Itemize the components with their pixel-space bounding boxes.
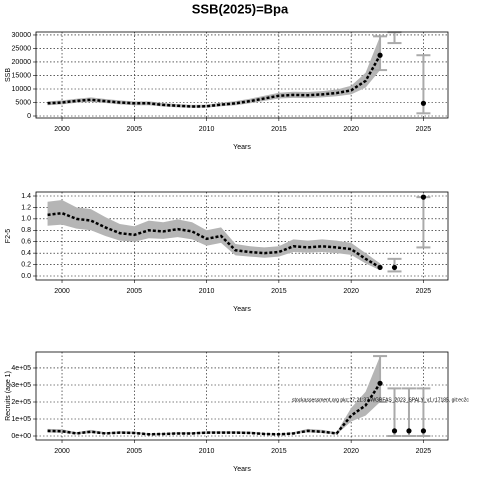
x-tick-label: 2010 — [199, 288, 215, 295]
point — [406, 428, 412, 434]
x-tick-label: 2015 — [271, 448, 287, 455]
y-tick-label: 0e+00 — [11, 433, 31, 440]
y-tick-label: 0.2 — [21, 261, 31, 268]
y-tick-label: 5000 — [15, 99, 31, 106]
x-axis-label: Years — [233, 306, 251, 313]
x-tick-label: 2000 — [54, 288, 70, 295]
confidence-band — [47, 36, 381, 108]
confidence-band — [47, 200, 381, 271]
y-tick-label: 15000 — [12, 72, 32, 79]
plot-frame — [35, 191, 449, 281]
point — [377, 380, 383, 386]
y-axis-label: SSB — [5, 68, 12, 82]
x-axis-label: Years — [233, 466, 251, 473]
x-axis-label: Years — [233, 144, 251, 151]
y-tick-label: 0.6 — [21, 239, 31, 246]
y-tick-label: 0 — [27, 113, 31, 120]
point — [377, 264, 383, 271]
y-tick-label: 1.4 — [21, 193, 31, 200]
x-tick-label: 2010 — [199, 126, 215, 133]
x-tick-label: 2000 — [54, 448, 70, 455]
point — [391, 264, 398, 271]
estimate-line — [47, 211, 381, 269]
y-tick-label: 1.2 — [21, 204, 31, 211]
y-tick-label: 30000 — [12, 32, 32, 39]
x-tick-label: 2010 — [199, 448, 215, 455]
x-tick-label: 2015 — [271, 126, 287, 133]
y-axis-label: F2-5 — [5, 229, 12, 244]
x-tick-label: 2005 — [127, 288, 143, 295]
y-tick-label: 1.0 — [21, 216, 31, 223]
estimate-line — [47, 382, 382, 436]
y-tick-label: 20000 — [12, 59, 32, 66]
x-tick-label: 2015 — [271, 288, 287, 295]
chart-title: SSB(2025)=Bpa — [192, 1, 289, 16]
x-tick-label: 2020 — [343, 288, 359, 295]
y-tick-label: 25000 — [12, 45, 32, 52]
x-tick-label: 2025 — [416, 448, 432, 455]
y-tick-label: 0.8 — [21, 227, 31, 234]
point — [391, 428, 398, 434]
y-axis-label: Recruits (age 1) — [5, 371, 12, 421]
plot-frame — [35, 351, 449, 441]
x-tick-label: 2025 — [416, 288, 432, 295]
y-tick-label: 10000 — [12, 86, 32, 93]
point — [420, 428, 427, 434]
y-tick-label: 2e+05 — [11, 399, 31, 406]
y-tick-label: 0.0 — [21, 273, 31, 280]
point — [420, 100, 427, 106]
x-tick-label: 2025 — [416, 126, 432, 133]
annotation: stockassessment.org pkc:27:21:37 WGBFAS_… — [292, 397, 469, 403]
y-tick-label: 1e+05 — [11, 416, 31, 423]
y-tick-label: 4e+05 — [11, 365, 31, 372]
y-tick-label: 3e+05 — [11, 382, 31, 389]
point — [377, 52, 383, 58]
y-tick-label: 0.4 — [21, 250, 31, 257]
x-tick-label: 2005 — [127, 126, 143, 133]
x-tick-label: 2000 — [54, 126, 70, 133]
plot-frame — [35, 31, 449, 119]
point — [420, 194, 427, 200]
x-tick-label: 2020 — [343, 448, 359, 455]
x-tick-label: 2020 — [343, 126, 359, 133]
estimate-line — [47, 54, 382, 108]
x-tick-label: 2005 — [127, 448, 143, 455]
